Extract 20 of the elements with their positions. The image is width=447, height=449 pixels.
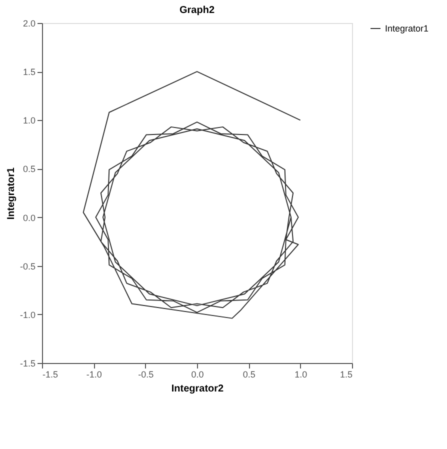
y-tick-label: 1.5 — [22, 67, 36, 78]
y-tick-label: 0.5 — [22, 164, 36, 174]
x-tick-label: -1.0 — [86, 370, 102, 380]
legend-label: Integrator1 — [385, 24, 429, 34]
x-tick-label: 1.5 — [340, 370, 352, 380]
x-tick-label: 0.5 — [242, 370, 256, 380]
line-series — [82, 71, 301, 319]
y-tick-label: 1.0 — [22, 116, 36, 126]
x-tick-label: -0.5 — [138, 370, 154, 380]
y-tick-label: -0.5 — [20, 261, 36, 272]
x-tick-label: 1.0 — [294, 370, 308, 380]
chart-title: Graph2 — [179, 5, 215, 16]
x-tick-label: -1.5 — [42, 370, 58, 380]
y-tick-label: 2.0 — [22, 18, 36, 28]
x-tick-label: 0.0 — [191, 370, 204, 380]
y-tick-label: 0.0 — [22, 212, 36, 223]
y-tick-label: -1.5 — [20, 358, 36, 368]
x-axis-title: Integrator2 — [171, 384, 224, 394]
y-tick-label: -1.0 — [20, 310, 36, 320]
y-axis-title: Integrator1 — [6, 166, 17, 220]
